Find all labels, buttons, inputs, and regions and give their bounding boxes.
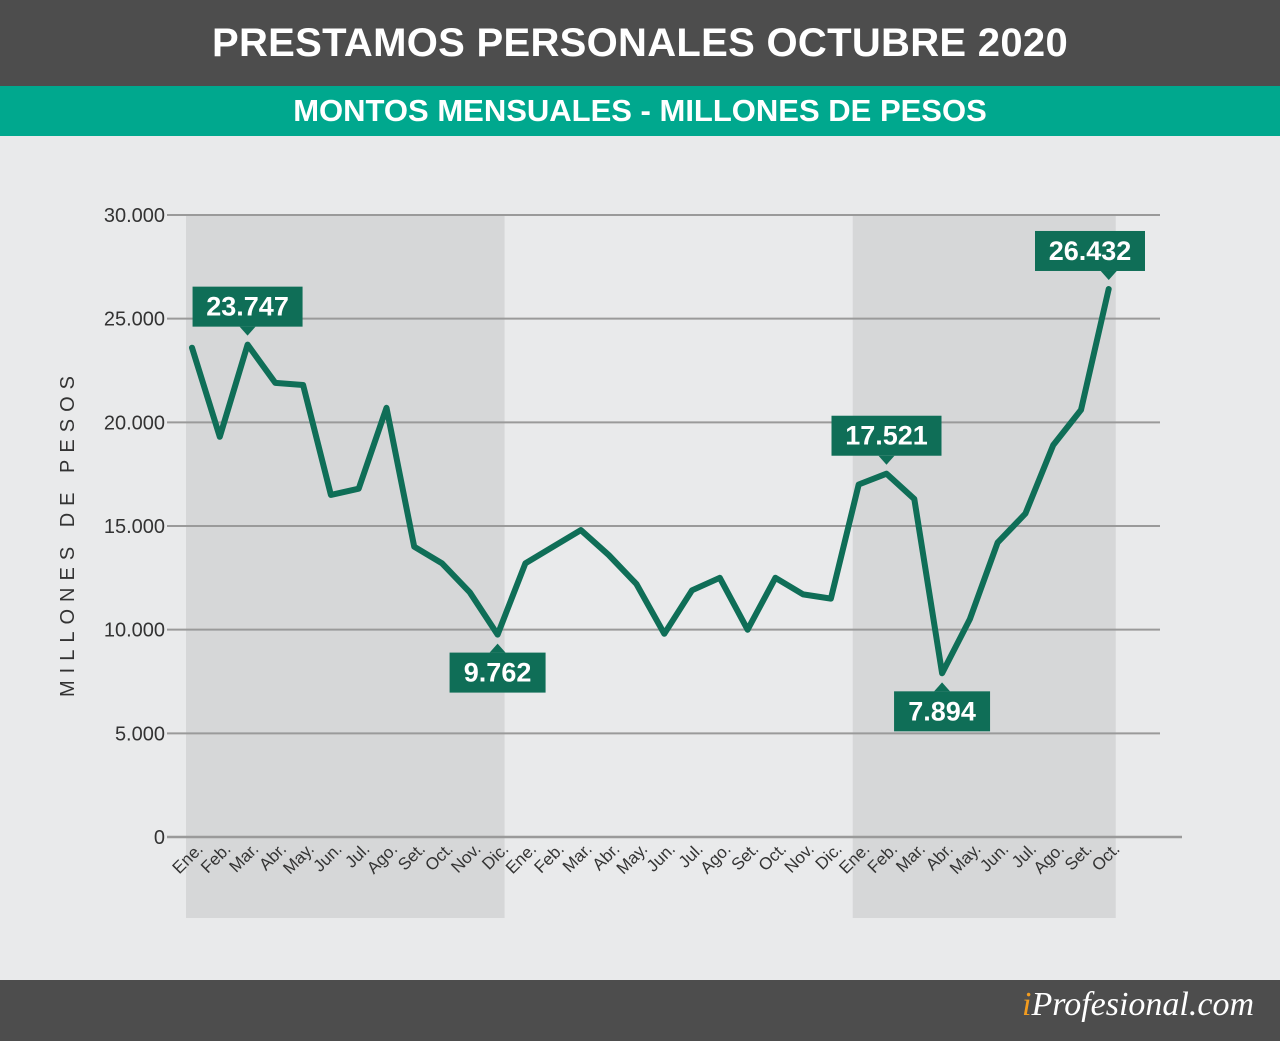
svg-text:26.432: 26.432: [1049, 236, 1132, 266]
x-tick-label: Jun.: [643, 839, 679, 875]
y-tick-label: 10.000: [104, 620, 165, 642]
x-tick-label: Set.: [728, 839, 763, 874]
y-axis-label: MILLONES DE PESOS: [57, 369, 79, 697]
y-tick-label: 30.000: [104, 205, 165, 227]
svg-text:23.747: 23.747: [206, 292, 289, 322]
y-tick-label: 15.000: [104, 516, 165, 538]
y-tick-label: 25.000: [104, 309, 165, 331]
value-label: 23.747: [192, 286, 303, 336]
svg-text:9.762: 9.762: [464, 658, 532, 688]
svg-text:17.521: 17.521: [845, 421, 928, 451]
svg-text:7.894: 7.894: [908, 696, 976, 726]
x-tick-label: Mar.: [559, 839, 596, 876]
shaded-band-0: [186, 215, 505, 918]
value-label: 17.521: [831, 415, 942, 465]
y-axis-ticks: 0 5.000 10.000 15.000 20.000 25.000 30.000: [104, 205, 165, 849]
brand-logo: iProfesional.com: [1022, 986, 1254, 1023]
series-line: [189, 286, 1112, 677]
shaded-band-1: [852, 215, 1116, 918]
value-label: 9.762: [449, 643, 546, 693]
y-tick-label: 20.000: [104, 412, 165, 434]
chart-title: PRESTAMOS PERSONALES OCTUBRE 2020: [0, 0, 1280, 86]
chart-subtitle: MONTOS MENSUALES - MILLONES DE PESOS: [0, 86, 1280, 136]
value-label: 7.894: [894, 682, 991, 732]
y-tick-label: 0: [154, 827, 165, 849]
line-chart: 0 5.000 10.000 15.000 20.000 25.000 30.000 MIL…: [57, 205, 1182, 918]
value-label: 26.432: [1035, 230, 1145, 280]
footer: iProfesional.com: [0, 980, 1280, 1041]
shaded-periods: [186, 215, 1116, 918]
value-labels: 23.747 9.762 17.521 7.894 26.432: [192, 230, 1145, 732]
y-tick-label: 5.000: [115, 723, 165, 745]
x-tick-label: Oct.: [755, 839, 790, 874]
